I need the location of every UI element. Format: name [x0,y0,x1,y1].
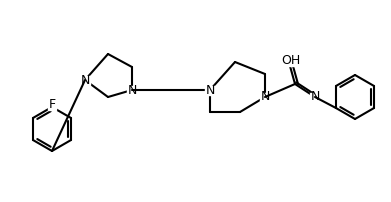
Text: N: N [205,83,215,97]
Bar [260,93,270,101]
Bar [127,85,137,95]
Text: F: F [48,99,56,112]
Bar [310,93,320,101]
Bar [80,76,90,84]
Text: N: N [310,90,320,103]
Text: N: N [127,83,137,97]
Bar [205,85,215,95]
Text: N: N [80,74,90,86]
Text: OH: OH [282,55,301,67]
Bar [284,57,298,65]
Bar [48,101,56,109]
Text: N: N [260,90,270,103]
